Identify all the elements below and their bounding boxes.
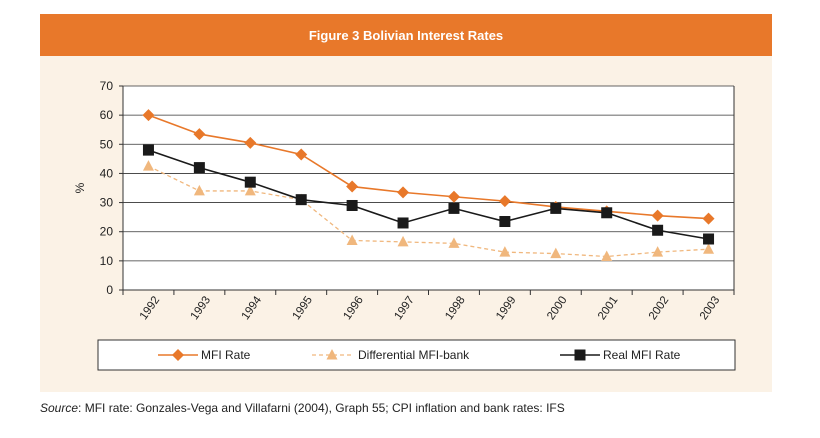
data-point-triangle [142,160,154,171]
source-text: : MFI rate: Gonzales-Vega and Villafarni… [78,401,565,415]
y-tick-label: 30 [100,196,114,210]
x-tick-label: 1995 [290,294,315,322]
data-point-diamond [702,212,715,225]
x-tick-label: 1992 [138,294,163,322]
data-point-square [193,162,205,174]
data-point-square [346,199,358,211]
data-point-diamond [295,148,308,161]
x-tick-label: 1998 [443,294,468,322]
data-point-square [397,217,409,229]
series-line-2 [148,149,709,240]
x-tick-label: 1993 [189,294,214,322]
data-point-diamond [447,190,460,203]
data-point-square [601,207,613,219]
data-point-triangle [601,250,613,261]
y-tick-label: 40 [100,166,114,180]
data-point-diamond [498,195,511,208]
legend-marker-triangle [326,349,338,360]
y-tick-label: 50 [100,137,114,151]
data-point-square [550,202,562,214]
data-point-square [244,176,256,188]
x-tick-label: 1997 [392,294,417,322]
data-point-triangle [499,246,511,257]
data-point-diamond [397,186,410,199]
y-tick-label: 70 [100,79,114,93]
legend-label: MFI Rate [201,348,251,362]
data-point-diamond [651,209,664,222]
data-point-triangle [346,234,358,245]
y-tick-label: 20 [100,225,114,239]
x-tick-label: 2002 [647,294,672,322]
legend-box [97,339,736,371]
plot-area [123,86,734,290]
line-chart: 0 10 20 30 40 50 60 70% 1992 1993 1994 1995 1996 1997… [73,79,736,371]
legend-label: Real MFI Rate [603,348,681,362]
series-line-0 [148,114,709,220]
data-point-triangle [244,184,256,196]
source-note: Source: MFI rate: Gonzales-Vega and Vill… [40,401,565,415]
data-point-square [295,194,307,206]
legend-label: Differential MFI-bank [358,348,470,362]
data-point-square [142,144,154,156]
data-point-square [499,216,511,228]
series-line-1 [148,165,709,258]
data-point-square [652,224,664,236]
y-tick-label: 0 [106,283,113,297]
x-tick-label: 2000 [545,294,570,322]
data-point-triangle [550,247,562,259]
x-tick-label: 1999 [494,294,519,322]
x-tick-label: 1994 [240,294,265,322]
legend-marker-diamond [172,349,184,361]
x-tick-label: 1996 [341,294,366,322]
y-tick-label: 60 [100,108,114,122]
data-point-triangle [703,243,715,254]
data-point-triangle [193,184,205,196]
data-point-square [703,233,715,245]
data-point-square [448,202,460,214]
data-point-triangle [397,235,409,247]
data-point-diamond [244,136,257,149]
x-tick-label: 2003 [698,294,723,322]
data-point-diamond [346,180,359,193]
data-point-triangle [652,246,664,257]
source-prefix: Source [40,401,79,415]
data-point-triangle [448,237,460,248]
y-axis-label: % [73,182,87,193]
legend-marker-square [574,349,586,361]
x-tick-label: 2001 [596,294,621,322]
y-tick-label: 10 [100,254,114,268]
chart-title: Figure 3 Bolivian Interest Rates [40,14,772,56]
data-point-diamond [193,128,206,141]
data-point-diamond [142,109,155,122]
